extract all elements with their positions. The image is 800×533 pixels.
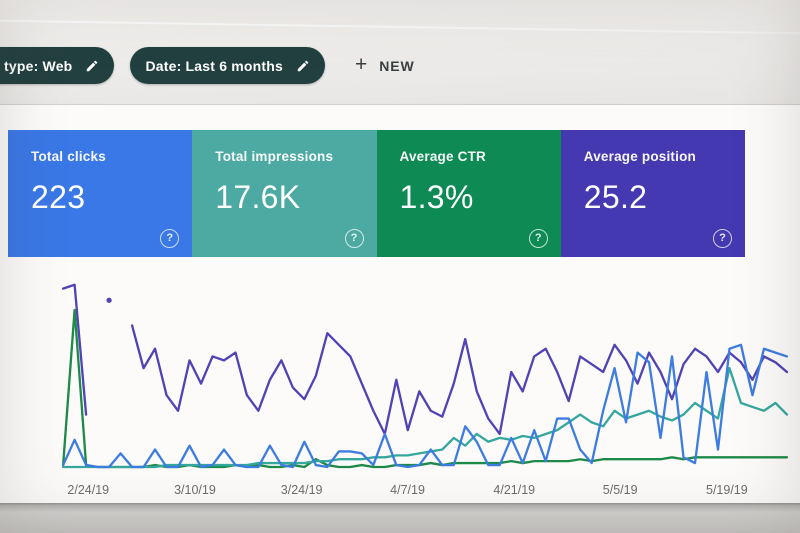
x-axis-label: 3/24/19 [280,483,323,497]
page-bottom-edge [0,503,800,533]
metric-card-value: 17.6K [215,179,301,215]
metric-card-total-clicks[interactable]: Total clicks 223 ? [8,130,193,257]
x-axis-label: 4/7/19 [390,483,425,497]
screen-glare [0,19,800,35]
metric-card-average-ctr[interactable]: Average CTR 1.3% ? [376,130,561,257]
x-axis-label: 4/21/19 [493,483,536,497]
metric-card-value: 25.2 [583,179,648,215]
x-axis-label: 5/19/19 [706,483,748,497]
date-range-filter-label: Date: Last 6 months [145,57,284,74]
help-icon[interactable]: ? [160,229,180,248]
metric-card-total-impressions[interactable]: Total impressions 17.6K ? [192,130,377,257]
help-icon[interactable]: ? [713,229,732,248]
new-filter-button[interactable]: + NEW [355,53,415,76]
metric-card-value: 1.3% [399,179,474,215]
date-range-filter-chip[interactable]: Date: Last 6 months [130,47,326,84]
metric-card-average-position[interactable]: Average position 25.2 ? [560,130,745,257]
edit-pencil-icon[interactable] [85,59,99,73]
x-axis-labels: 2/24/19 3/10/19 3/24/19 4/7/19 4/21/19 5/5/19… [48,481,794,503]
plus-icon: + [355,53,369,76]
performance-report-panel: Total clicks 223 ? Total impressions 17.… [0,105,800,503]
edit-pencil-icon[interactable] [296,59,310,73]
help-icon[interactable]: ? [344,229,364,248]
page-header-area: type: Web Date: Last 6 months + NEW [0,0,800,105]
search-type-filter-chip[interactable]: type: Web [0,47,115,84]
metric-card-label: Average CTR [399,149,486,164]
x-axis-label: 2/24/19 [67,483,110,497]
search-type-filter-label: type: Web [4,57,73,74]
x-axis-label: 3/10/19 [174,483,216,497]
metric-card-label: Total clicks [31,149,106,164]
filter-bar: type: Web Date: Last 6 months + NEW [0,47,415,84]
performance-chart-area: 2/24/19 3/10/19 3/24/19 4/7/19 4/21/19 5/5/19… [48,267,794,503]
metric-cards-row: Total clicks 223 ? Total impressions 17.… [8,130,745,257]
metric-card-value: 223 [31,179,86,215]
x-axis-label: 5/5/19 [602,483,638,497]
performance-chart [61,283,789,469]
help-icon[interactable]: ? [528,229,548,248]
metric-card-label: Total impressions [215,149,334,164]
new-filter-button-label: NEW [379,57,415,74]
metric-card-label: Average position [583,149,696,164]
